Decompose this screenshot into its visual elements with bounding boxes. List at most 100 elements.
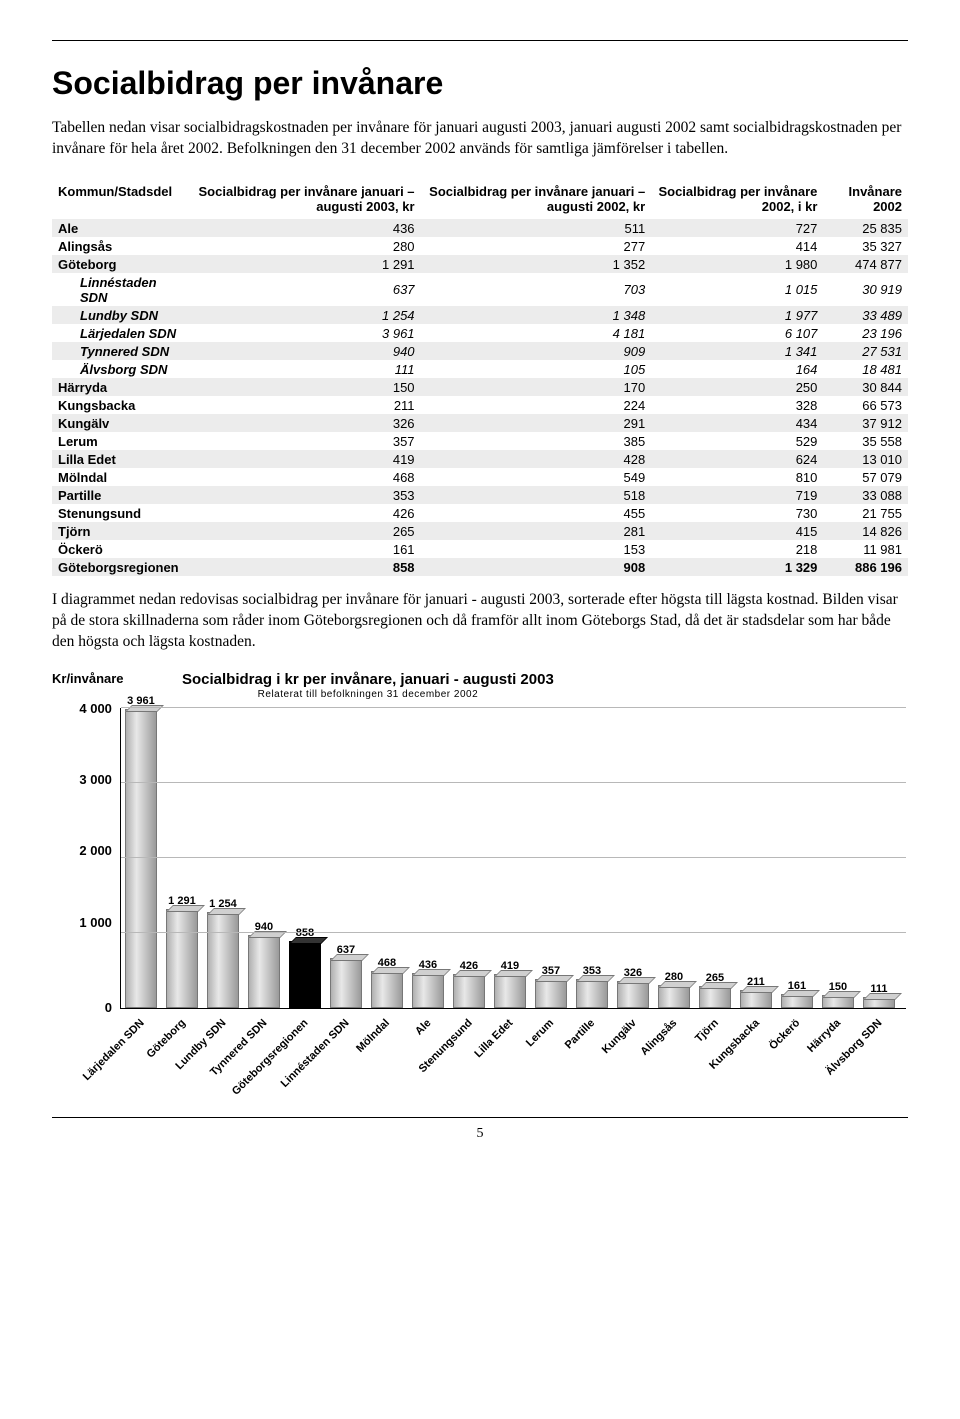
table-row: Göteborgsregionen8589081 329886 196 bbox=[52, 558, 908, 576]
table-row: Lundby SDN1 2541 3481 97733 489 bbox=[52, 306, 908, 324]
bar: 326 bbox=[617, 981, 649, 1007]
table-cell: 357 bbox=[190, 432, 421, 450]
mid-paragraph: I diagrammet nedan redovisas socialbidra… bbox=[52, 590, 908, 653]
bar: 3 961 bbox=[125, 709, 157, 1008]
bar: 637 bbox=[330, 958, 362, 1008]
bar-rect bbox=[412, 973, 444, 1008]
bar: 419 bbox=[494, 974, 526, 1007]
table-cell: 164 bbox=[651, 360, 823, 378]
table-cell: 858 bbox=[190, 558, 421, 576]
table-cell: 161 bbox=[190, 540, 421, 558]
bar-rect bbox=[576, 979, 608, 1007]
table-row: Härryda15017025030 844 bbox=[52, 378, 908, 396]
table-cell: 4 181 bbox=[421, 324, 652, 342]
table-cell: 33 088 bbox=[823, 486, 908, 504]
table-cell: 419 bbox=[190, 450, 421, 468]
table-cell: Härryda bbox=[52, 378, 190, 396]
table-cell: 1 348 bbox=[421, 306, 652, 324]
grid-line bbox=[121, 782, 906, 783]
table-cell: 1 977 bbox=[651, 306, 823, 324]
table-cell: Tjörn bbox=[52, 522, 190, 540]
intro-paragraph: Tabellen nedan visar socialbidragskostna… bbox=[52, 118, 908, 160]
bar-rect bbox=[248, 935, 280, 1008]
table-cell: 511 bbox=[421, 219, 652, 237]
y-axis: 4 0003 0002 0001 0000 bbox=[52, 708, 120, 1008]
bar: 150 bbox=[822, 995, 854, 1008]
bar-rect bbox=[535, 979, 567, 1008]
bar-rect bbox=[617, 981, 649, 1007]
bar-rect bbox=[781, 994, 813, 1008]
bar: 426 bbox=[453, 974, 485, 1008]
table-cell: 908 bbox=[421, 558, 652, 576]
table-cell: 30 919 bbox=[823, 273, 908, 306]
table-cell: 37 912 bbox=[823, 414, 908, 432]
col-header: Socialbidrag per invånare januari – augu… bbox=[421, 180, 652, 219]
table-cell: 25 835 bbox=[823, 219, 908, 237]
x-tick-label: Mölndal bbox=[370, 1009, 402, 1089]
table-cell: 30 844 bbox=[823, 378, 908, 396]
table-cell: 224 bbox=[421, 396, 652, 414]
table-row: Älvsborg SDN11110516418 481 bbox=[52, 360, 908, 378]
table-cell: 105 bbox=[421, 360, 652, 378]
table-row: Lärjedalen SDN3 9614 1816 10723 196 bbox=[52, 324, 908, 342]
table-cell: Kungälv bbox=[52, 414, 190, 432]
table-cell: 909 bbox=[421, 342, 652, 360]
col-header: Kommun/Stadsdel bbox=[52, 180, 190, 219]
table-cell: 1 329 bbox=[651, 558, 823, 576]
table-cell: 66 573 bbox=[823, 396, 908, 414]
table-cell: 291 bbox=[421, 414, 652, 432]
bar: 468 bbox=[371, 971, 403, 1008]
table-cell: 153 bbox=[421, 540, 652, 558]
table-cell: 727 bbox=[651, 219, 823, 237]
table-cell: Stenungsund bbox=[52, 504, 190, 522]
bar-rect bbox=[371, 971, 403, 1008]
table-cell: 468 bbox=[190, 468, 421, 486]
table-cell: 23 196 bbox=[823, 324, 908, 342]
table-cell: 218 bbox=[651, 540, 823, 558]
table-cell: 886 196 bbox=[823, 558, 908, 576]
y-tick: 1 000 bbox=[52, 915, 112, 930]
table-cell: 35 327 bbox=[823, 237, 908, 255]
table-cell: 3 961 bbox=[190, 324, 421, 342]
table-cell: Ale bbox=[52, 219, 190, 237]
table-cell: Göteborgsregionen bbox=[52, 558, 190, 576]
bar-rect bbox=[822, 995, 854, 1008]
table-row: Tjörn26528141514 826 bbox=[52, 522, 908, 540]
table-cell: Kungsbacka bbox=[52, 396, 190, 414]
table-cell: 211 bbox=[190, 396, 421, 414]
table-row: Kungälv32629143437 912 bbox=[52, 414, 908, 432]
table-cell: Öckerö bbox=[52, 540, 190, 558]
table-cell: 637 bbox=[190, 273, 421, 306]
table-cell: 426 bbox=[190, 504, 421, 522]
bar: 161 bbox=[781, 994, 813, 1008]
table-cell: 455 bbox=[421, 504, 652, 522]
table-cell: Lärjedalen SDN bbox=[52, 324, 190, 342]
bar: 940 bbox=[248, 935, 280, 1008]
table-cell: Göteborg bbox=[52, 255, 190, 273]
table-row: Linnéstaden SDN6377031 01530 919 bbox=[52, 273, 908, 306]
table-cell: 703 bbox=[421, 273, 652, 306]
table-cell: 1 015 bbox=[651, 273, 823, 306]
table-row: Ale43651172725 835 bbox=[52, 219, 908, 237]
table-cell: 111 bbox=[190, 360, 421, 378]
table-cell: 170 bbox=[421, 378, 652, 396]
table-cell: 1 254 bbox=[190, 306, 421, 324]
table-row: Öckerö16115321811 981 bbox=[52, 540, 908, 558]
chart-title: Socialbidrag i kr per invånare, januari … bbox=[182, 671, 554, 688]
table-row: Partille35351871933 088 bbox=[52, 486, 908, 504]
table-cell: Alingsås bbox=[52, 237, 190, 255]
bar-rect bbox=[494, 974, 526, 1007]
y-axis-unit: Kr/invånare bbox=[52, 671, 142, 686]
data-table: Kommun/Stadsdel Socialbidrag per invånar… bbox=[52, 180, 908, 576]
y-tick: 4 000 bbox=[52, 701, 112, 716]
table-cell: 13 010 bbox=[823, 450, 908, 468]
table-row: Lilla Edet41942862413 010 bbox=[52, 450, 908, 468]
table-cell: 385 bbox=[421, 432, 652, 450]
bar: 436 bbox=[412, 973, 444, 1008]
bar: 1 254 bbox=[207, 912, 239, 1008]
table-cell: Lundby SDN bbox=[52, 306, 190, 324]
x-tick-label: Lerum bbox=[534, 1009, 566, 1089]
table-cell: 810 bbox=[651, 468, 823, 486]
table-cell: 1 291 bbox=[190, 255, 421, 273]
table-cell: Lerum bbox=[52, 432, 190, 450]
